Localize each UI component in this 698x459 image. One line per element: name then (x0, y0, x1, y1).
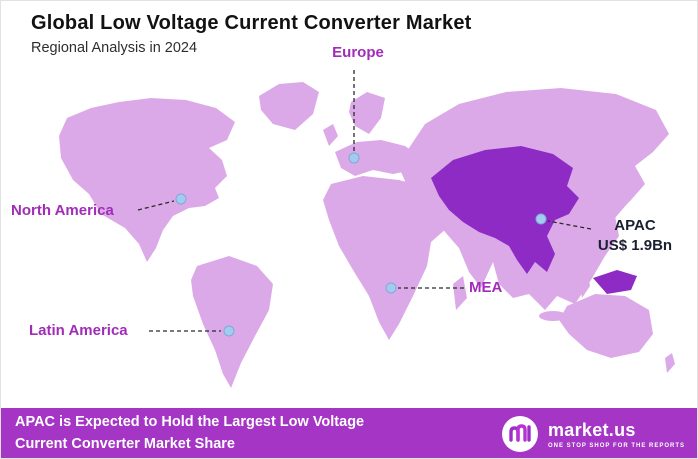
label-mea: MEA (469, 279, 503, 296)
banner-line-2: Current Converter Market Share (15, 436, 235, 452)
island-madagascar (453, 276, 467, 310)
label-latin-america: Latin America (29, 322, 128, 339)
page-subtitle: Regional Analysis in 2024 (31, 40, 198, 56)
label-apac-value: US$ 1.9Bn (597, 237, 673, 254)
footer-banner: APAC is Expected to Hold the Largest Low… (1, 408, 697, 458)
marker-dots (175, 152, 547, 337)
leader-line-apac (547, 220, 592, 230)
continent-greenland (259, 82, 319, 130)
marker-dot-latin-america (223, 325, 235, 337)
banner-line-1: APAC is Expected to Hold the Largest Low… (15, 414, 365, 431)
marker-dot-north-america (175, 193, 187, 205)
brand-text: market.us ONE STOP SHOP FOR THE REPORTS (548, 420, 685, 449)
continent-north-america (59, 98, 235, 262)
label-europe: Europe (332, 44, 384, 61)
marker-dot-europe (348, 152, 360, 164)
island-new-guinea-highlight (593, 270, 637, 294)
region-apac-highlight (431, 146, 579, 274)
continents (59, 82, 675, 388)
region-scandinavia (349, 92, 385, 134)
marker-dot-apac (535, 213, 547, 225)
island-philippines (579, 270, 590, 298)
highlighted-regions (431, 146, 637, 294)
label-north-america: North America (11, 202, 114, 219)
label-apac-name: APAC (614, 217, 656, 234)
header: Global Low Voltage Current Converter Mar… (31, 12, 472, 56)
leader-lines (137, 70, 592, 332)
world-map: Europe North America Latin America MEA A… (1, 44, 697, 406)
page-title: Global Low Voltage Current Converter Mar… (31, 12, 472, 34)
region-uk (323, 124, 338, 146)
brand-name: market.us (547, 419, 636, 440)
world-map-svg (59, 70, 675, 388)
leader-line-north-america (137, 200, 175, 211)
marker-dot-mea (385, 282, 397, 294)
brand-logo[interactable]: market.us ONE STOP SHOP FOR THE REPORTS (501, 415, 685, 453)
continent-africa (323, 176, 451, 340)
label-apac: APAC US$ 1.9Bn (589, 216, 681, 256)
island-new-zealand (665, 353, 675, 373)
marketus-logo-icon (501, 415, 539, 453)
continent-south-america (191, 256, 273, 388)
brand-tagline: ONE STOP SHOP FOR THE REPORTS (547, 442, 685, 449)
continent-europe (335, 140, 419, 176)
banner-text: APAC is Expected to Hold the Largest Low… (15, 412, 364, 456)
continent-australia (559, 294, 653, 358)
island-japan (610, 166, 635, 218)
